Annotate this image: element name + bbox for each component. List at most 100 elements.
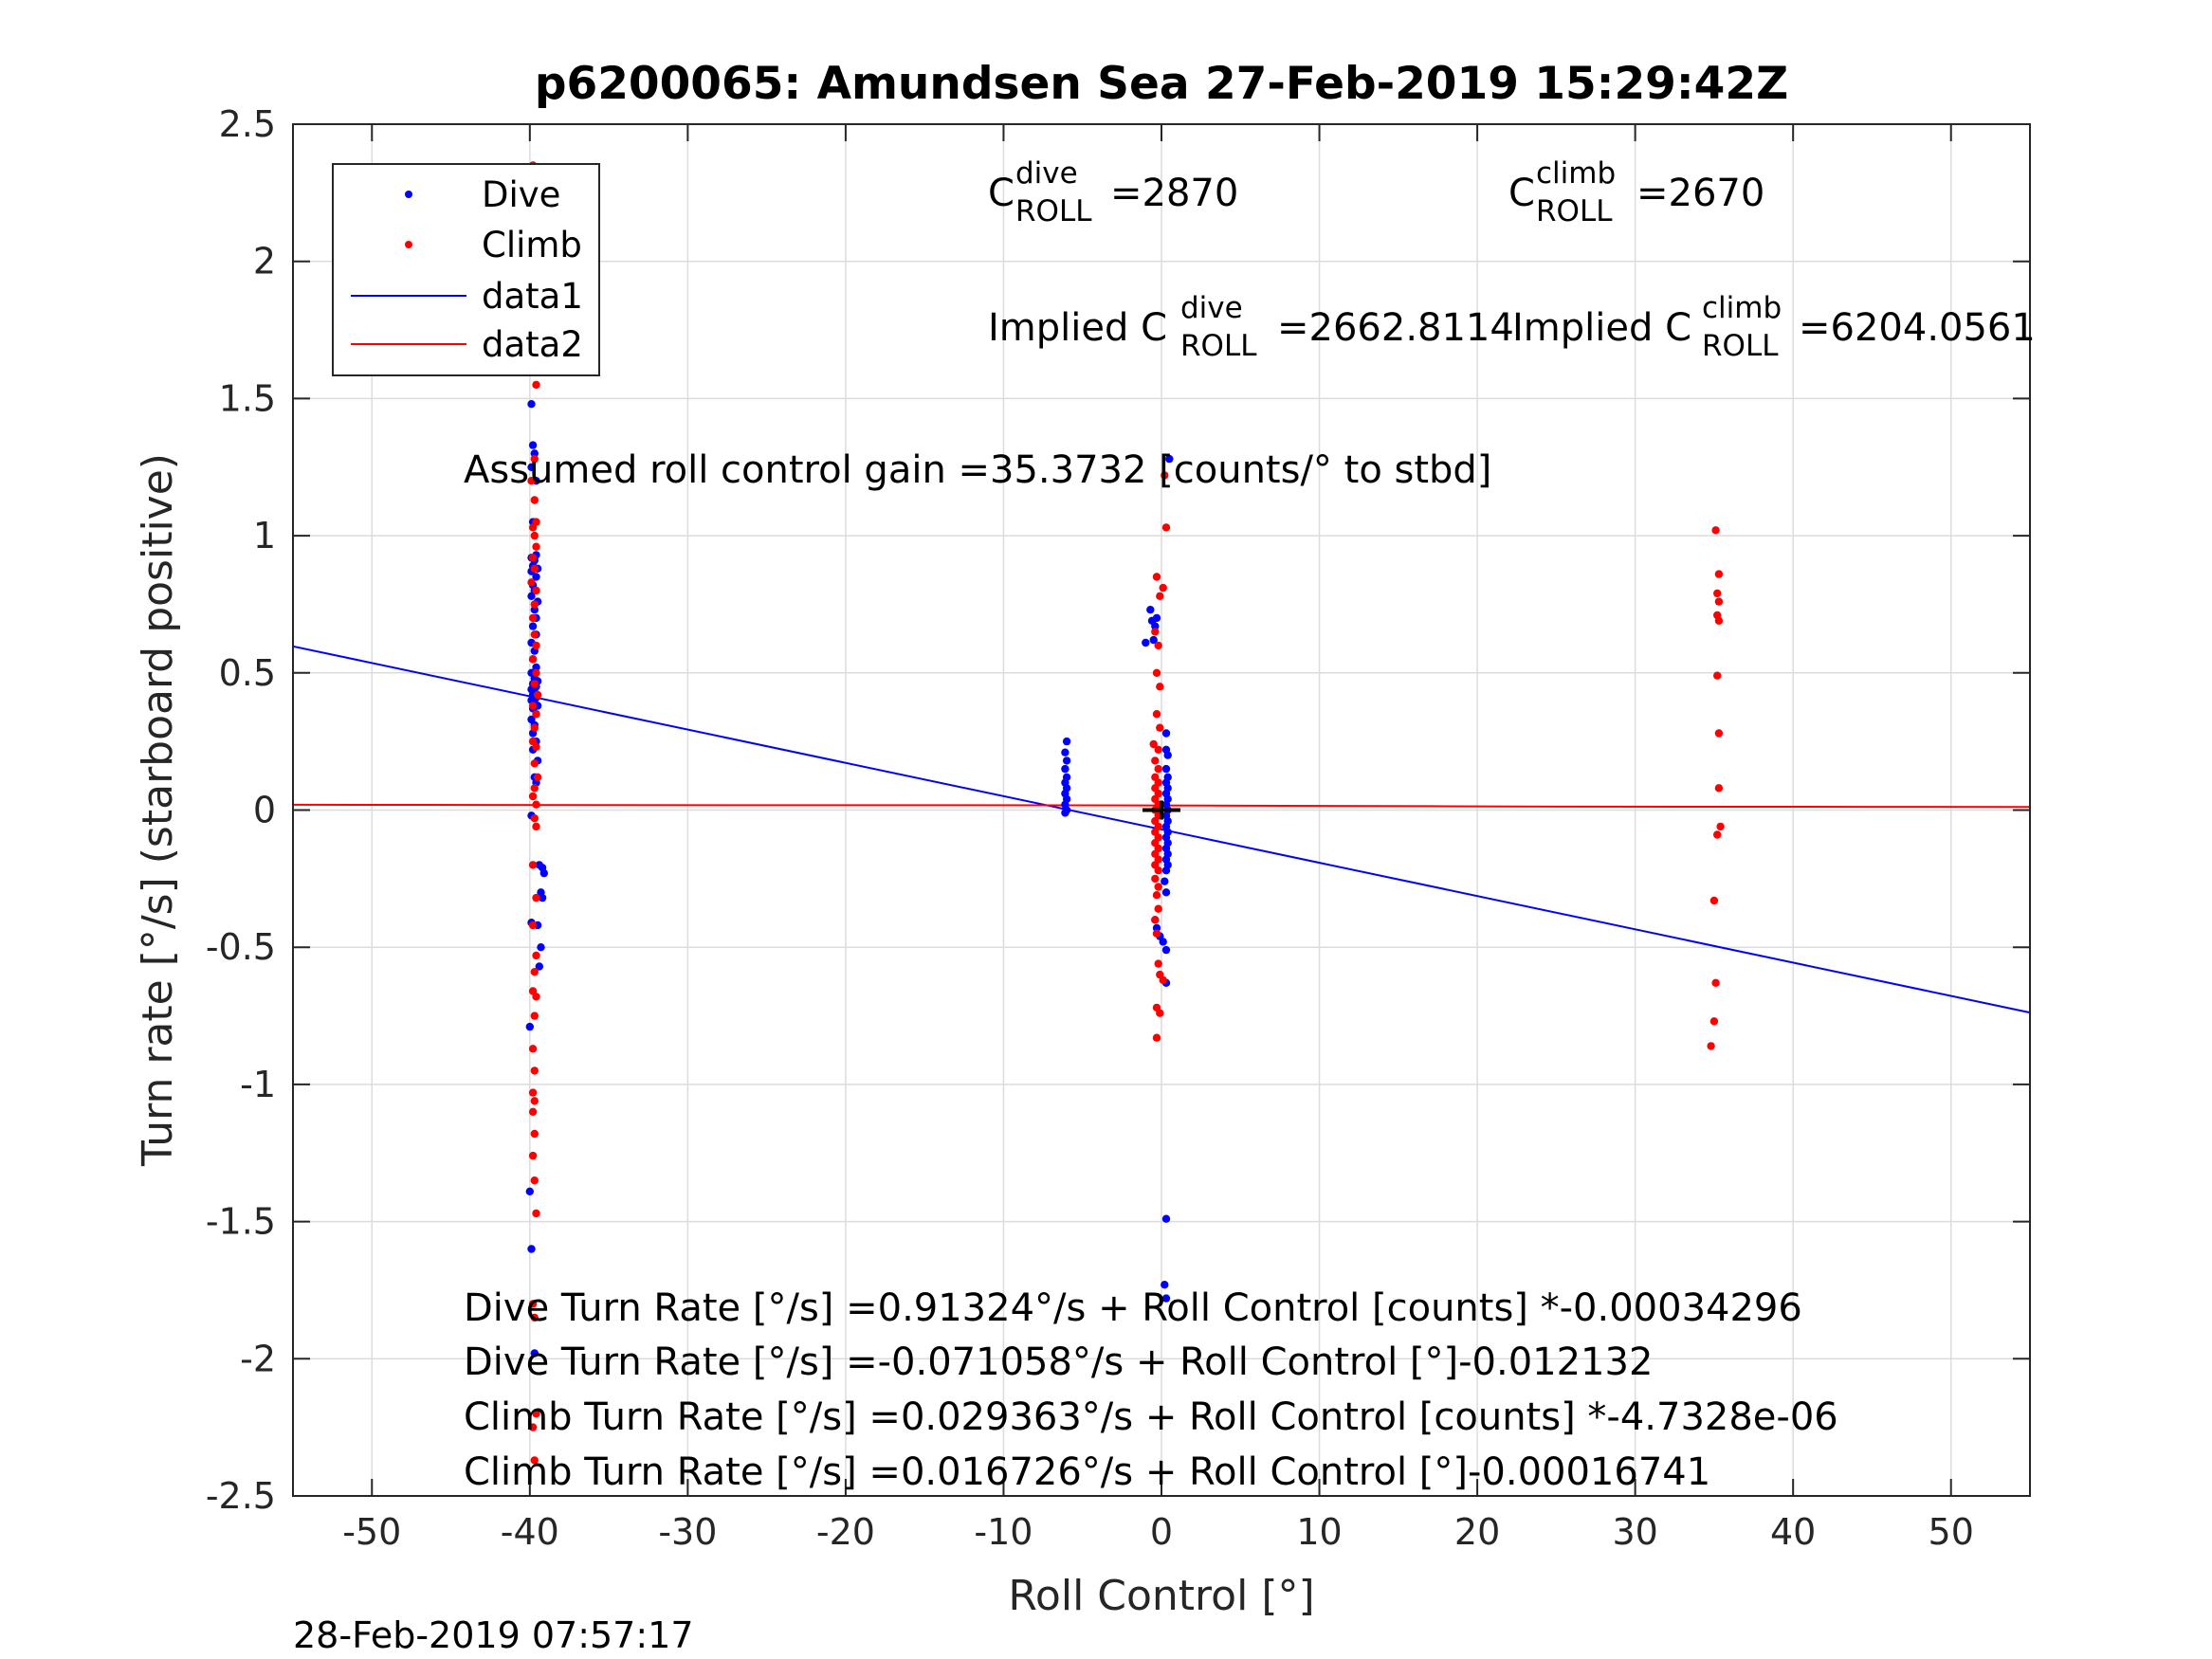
point-climb <box>1151 874 1160 884</box>
point-dive <box>1151 622 1160 630</box>
point-climb <box>530 1066 539 1075</box>
point-climb <box>532 800 540 809</box>
svg-text:ROLL: ROLL <box>1180 329 1257 363</box>
annotation-equation-dive-degrees: Dive Turn Rate [°/s] =-0.071058°/s + Rol… <box>464 1340 1653 1384</box>
y-tick-label: 2.5 <box>219 103 276 145</box>
timestamp: 28-Feb-2019 07:57:17 <box>293 1614 694 1656</box>
x-axis-label: Roll Control [°] <box>1008 1572 1314 1620</box>
legend-label-data1: data1 <box>482 276 583 317</box>
point-climb <box>1711 978 1720 988</box>
point-dive <box>537 943 545 952</box>
point-dive <box>525 1022 534 1031</box>
point-dive <box>1149 635 1158 645</box>
x-tick-label: 40 <box>1770 1511 1816 1553</box>
x-tick-label: 10 <box>1296 1511 1342 1553</box>
svg-text:=2670: =2670 <box>1636 172 1764 215</box>
point-climb <box>532 951 540 960</box>
x-tick-label: 20 <box>1454 1511 1500 1553</box>
point-dive <box>1161 877 1169 885</box>
point-climb <box>530 1097 539 1105</box>
point-climb <box>528 1423 538 1431</box>
point-climb <box>532 893 540 902</box>
point-dive <box>530 1349 539 1358</box>
point-dive <box>1161 729 1171 738</box>
point-dive <box>1165 454 1174 464</box>
point-climb <box>532 822 540 831</box>
point-climb <box>530 564 539 573</box>
point-climb <box>533 690 542 700</box>
annotation-equation-climb-degrees: Climb Turn Rate [°/s] =0.016726°/s + Rol… <box>464 1450 1710 1494</box>
point-climb <box>1714 570 1724 578</box>
point-climb <box>530 496 539 504</box>
point-dive <box>1142 638 1150 647</box>
point-climb <box>532 710 540 719</box>
annotation-c-roll-dive: C dive ROLL =2870 <box>988 156 1238 228</box>
point-dive <box>530 449 539 458</box>
point-climb <box>1152 668 1161 677</box>
svg-text:=2870: =2870 <box>1110 172 1238 215</box>
point-climb <box>530 1176 539 1185</box>
point-climb <box>1713 589 1722 598</box>
y-tick-label: 2 <box>253 241 276 283</box>
point-climb <box>528 1151 538 1160</box>
point-dive <box>1061 809 1069 817</box>
point-climb <box>530 630 539 639</box>
point-climb <box>527 578 536 587</box>
svg-text:Implied C: Implied C <box>1512 306 1691 350</box>
point-climb <box>528 792 538 801</box>
point-dive <box>1161 1281 1169 1289</box>
x-tick-label: -10 <box>974 1511 1033 1553</box>
point-climb <box>528 921 538 930</box>
point-climb <box>528 861 538 869</box>
point-climb <box>1161 523 1171 532</box>
svg-text:dive: dive <box>1015 156 1078 191</box>
point-dive <box>532 663 540 672</box>
point-dive <box>1161 764 1171 774</box>
y-tick-label: 0 <box>253 790 276 831</box>
point-climb <box>1156 683 1164 691</box>
point-dive <box>1061 748 1069 757</box>
y-tick-label: -1 <box>240 1064 276 1105</box>
point-dive <box>527 592 536 600</box>
point-climb <box>1709 896 1719 905</box>
y-tick-label: -2 <box>240 1338 276 1379</box>
y-axis-label: Turn rate [°/s] (starboard positive) <box>134 453 182 1167</box>
y-tick-label: 1.5 <box>219 377 276 419</box>
point-climb <box>1714 616 1724 625</box>
point-climb <box>1161 471 1169 480</box>
annotation-equation-climb-counts: Climb Turn Rate [°/s] =0.029363°/s + Rol… <box>464 1395 1838 1439</box>
point-climb <box>530 454 539 464</box>
point-climb <box>1151 916 1160 924</box>
point-climb <box>1152 710 1161 719</box>
point-climb <box>528 702 538 710</box>
point-climb <box>1151 628 1160 636</box>
point-climb <box>1152 891 1161 900</box>
point-climb <box>1156 592 1164 600</box>
point-climb <box>532 380 540 390</box>
x-tick-label: -30 <box>658 1511 717 1553</box>
annotation-roll-gain: Assumed roll control gain =35.3732 [coun… <box>464 448 1491 492</box>
point-climb <box>530 1012 539 1020</box>
point-climb <box>1154 959 1162 968</box>
point-climb <box>1154 745 1162 754</box>
point-climb <box>533 773 542 781</box>
point-dive <box>528 441 538 449</box>
chart-title: p6200065: Amundsen Sea 27-Feb-2019 15:29… <box>535 58 1788 110</box>
point-climb <box>1154 866 1162 875</box>
y-tick-label: 0.5 <box>219 652 276 694</box>
point-climb <box>530 967 539 976</box>
point-climb <box>528 1045 538 1053</box>
point-climb <box>528 523 538 532</box>
point-climb <box>532 542 540 551</box>
svg-text:climb: climb <box>1702 291 1782 325</box>
point-climb <box>1713 830 1722 839</box>
point-climb <box>1152 573 1161 581</box>
legend-label-climb: Climb <box>482 225 582 265</box>
annotation-implied-c-roll-dive: Implied C dive ROLL =2662.8114 <box>988 291 1514 363</box>
svg-text:C: C <box>988 172 1015 215</box>
axis-ticks: -50 -40 -30 -20 -10 0 10 20 30 40 50-2.5-2-1.5-1-0… <box>206 103 2030 1553</box>
svg-text:Implied C: Implied C <box>988 306 1167 350</box>
legend-box <box>332 163 600 376</box>
point-dive <box>1152 923 1161 933</box>
